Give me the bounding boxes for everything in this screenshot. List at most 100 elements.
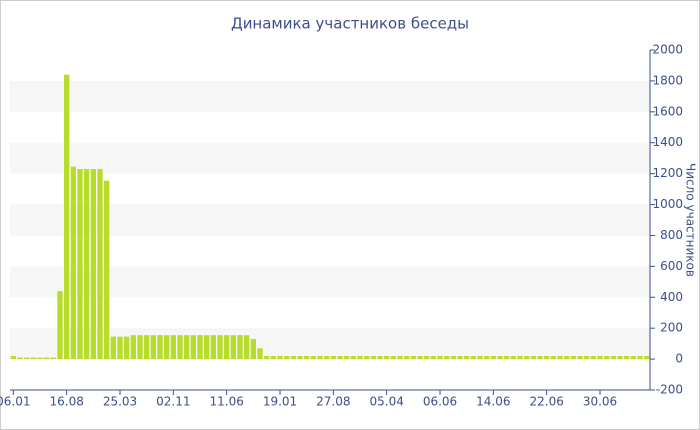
- x-tick-label: 14.06: [476, 395, 510, 409]
- bar: [444, 356, 450, 360]
- bar: [417, 356, 423, 360]
- bar: [504, 356, 510, 360]
- bar: [277, 356, 283, 360]
- bar: [37, 357, 43, 360]
- bar: [317, 356, 323, 360]
- bar: [324, 356, 330, 360]
- bar: [610, 356, 616, 360]
- bar: [617, 356, 623, 360]
- bar: [217, 335, 223, 360]
- bar: [344, 356, 350, 360]
- bar: [110, 336, 116, 360]
- bar: [130, 335, 136, 360]
- y-axis-label: Число участников: [684, 163, 698, 277]
- x-tick-label: 22.06: [529, 395, 563, 409]
- bar: [124, 336, 130, 360]
- bar: [330, 356, 336, 360]
- grid-band: [10, 328, 650, 360]
- bar: [390, 356, 396, 360]
- y-tick-label: 1400: [652, 135, 683, 149]
- grid-band: [10, 142, 650, 174]
- bar: [30, 357, 36, 360]
- bar: [250, 339, 256, 360]
- bar: [210, 335, 216, 360]
- x-tick-label: 27.08: [316, 395, 350, 409]
- bar: [470, 356, 476, 360]
- y-tick-label: 400: [660, 290, 683, 304]
- bar: [437, 356, 443, 360]
- bar: [24, 357, 30, 360]
- bar: [170, 335, 176, 360]
- bar: [537, 356, 543, 360]
- bar: [630, 356, 636, 360]
- bar: [477, 356, 483, 360]
- y-tick-label: -200: [656, 383, 683, 397]
- bar: [637, 356, 643, 360]
- bar: [270, 356, 276, 360]
- x-tick-label: 30.06: [583, 395, 617, 409]
- chart-title: Динамика участников беседы: [231, 15, 469, 33]
- y-tick-label: 2000: [652, 43, 683, 57]
- bar: [257, 348, 263, 360]
- x-tick-label: 16.08: [49, 395, 83, 409]
- bar: [624, 356, 630, 360]
- x-tick-label: 11.06: [209, 395, 243, 409]
- bar: [150, 335, 156, 360]
- y-tick-label: 800: [660, 228, 683, 242]
- bar: [84, 169, 90, 360]
- bar: [497, 356, 503, 360]
- grid-band: [10, 204, 650, 236]
- bar: [530, 356, 536, 360]
- bar: [430, 356, 436, 360]
- bar: [264, 356, 270, 360]
- bar: [304, 356, 310, 360]
- bar: [97, 169, 103, 360]
- bar: [484, 356, 490, 360]
- x-tick-label: 06.01: [0, 395, 31, 409]
- grid-band: [10, 266, 650, 298]
- bar: [57, 291, 63, 360]
- bar: [357, 356, 363, 360]
- bar: [50, 357, 56, 360]
- y-tick-label: 600: [660, 259, 683, 273]
- bar: [244, 335, 250, 360]
- bar: [597, 356, 603, 360]
- x-tick-label: 02.11: [156, 395, 190, 409]
- bar: [297, 356, 303, 360]
- bar: [450, 356, 456, 360]
- bar: [237, 335, 243, 360]
- x-tick-label: 25.03: [103, 395, 137, 409]
- y-tick-label: 200: [660, 321, 683, 335]
- bar: [350, 356, 356, 360]
- bar: [204, 335, 210, 360]
- bar: [464, 356, 470, 360]
- grid-band: [10, 80, 650, 112]
- bar: [404, 356, 410, 360]
- bar: [517, 356, 523, 360]
- bar: [510, 356, 516, 360]
- y-tick-label: 1200: [652, 166, 683, 180]
- x-tick-label: 19.01: [263, 395, 297, 409]
- bar: [524, 356, 530, 360]
- y-tick-label: 1600: [652, 104, 683, 118]
- bar: [90, 169, 96, 360]
- x-tick-label: 06.06: [423, 395, 457, 409]
- bar: [550, 356, 556, 360]
- bar: [424, 356, 430, 360]
- bar: [377, 356, 383, 360]
- bar: [224, 335, 230, 360]
- bar: [644, 356, 650, 360]
- y-tick-label: 1000: [652, 197, 683, 211]
- y-tick-label: 1800: [652, 73, 683, 87]
- bar: [17, 357, 23, 360]
- bar: [70, 166, 76, 360]
- bar: [290, 356, 296, 360]
- bar: [490, 356, 496, 360]
- bar: [190, 335, 196, 360]
- bar: [570, 356, 576, 360]
- bar: [144, 335, 150, 360]
- bar: [197, 335, 203, 360]
- bar: [337, 356, 343, 360]
- bar: [310, 356, 316, 360]
- bar: [230, 335, 236, 360]
